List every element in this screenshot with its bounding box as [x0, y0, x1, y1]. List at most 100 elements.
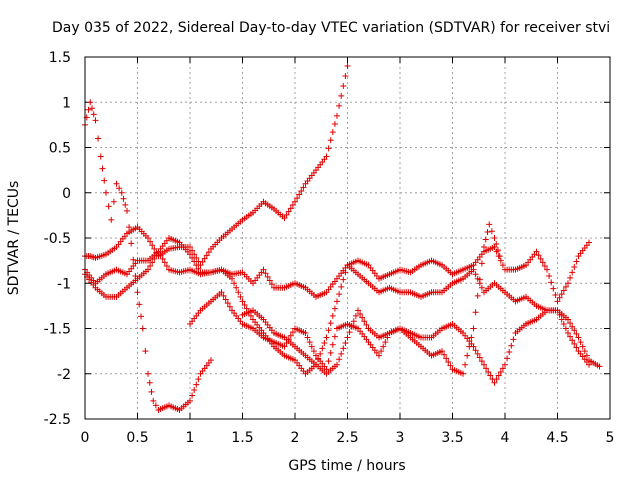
data-point: [355, 307, 361, 314]
data-point-interp: [142, 348, 149, 355]
data-point: [449, 366, 456, 373]
data-point-interp: [136, 301, 143, 308]
data-point: [155, 406, 162, 413]
data-point: [208, 245, 214, 252]
data-point: [176, 406, 183, 413]
data-point-interp: [567, 333, 574, 340]
data-point: [313, 352, 319, 359]
data-point-interp: [325, 145, 332, 152]
data-point: [470, 266, 477, 273]
axis-ticks: [84, 56, 611, 420]
data-point-interp: [149, 242, 156, 249]
data-point: [281, 334, 288, 341]
data-point: [334, 275, 340, 282]
data-point: [586, 357, 592, 364]
data-point-interp: [325, 358, 332, 365]
data-point-interp: [508, 342, 515, 349]
data-point: [239, 269, 246, 276]
data-point-interp: [289, 202, 296, 209]
data-point-interp: [478, 260, 485, 267]
data-point: [166, 402, 172, 409]
data-point: [439, 262, 445, 269]
data-point: [197, 307, 204, 314]
data-point: [344, 334, 351, 341]
data-point-interp: [535, 252, 542, 259]
data-point: [376, 275, 382, 282]
data-point-interp: [264, 273, 271, 280]
data-point: [355, 325, 361, 332]
data-point-interp: [497, 257, 504, 264]
data-point: [302, 180, 309, 187]
data-point-interp: [474, 350, 481, 357]
y-tick-label: 0.5: [49, 141, 71, 157]
data-point-interp: [487, 372, 494, 379]
data-point: [239, 311, 246, 318]
data-point: [376, 352, 382, 359]
data-point-interp: [203, 252, 210, 259]
data-point: [407, 289, 414, 296]
data-point-interp: [504, 355, 511, 362]
data-point-interp: [567, 274, 574, 281]
x-tick-label: 2: [291, 430, 300, 446]
data-point-interp: [340, 276, 347, 283]
y-tick-label: -0.5: [44, 231, 71, 247]
data-point-interp: [325, 327, 332, 334]
data-point-interp: [189, 254, 196, 261]
data-point-interp: [573, 330, 580, 337]
data-point: [292, 325, 298, 332]
data-point-interp: [327, 349, 334, 356]
data-point-interp: [201, 255, 208, 262]
data-point: [229, 307, 235, 314]
data-marks: [82, 63, 603, 413]
data-point: [365, 262, 372, 269]
data-point-interp: [569, 337, 576, 344]
data-point-interp: [380, 343, 387, 350]
data-point-interp: [359, 314, 366, 321]
data-point-interp: [191, 258, 198, 265]
data-point: [250, 280, 256, 287]
data-point-interp: [445, 358, 452, 365]
data-point-interp: [101, 177, 108, 184]
data-point: [523, 293, 529, 300]
data-point-interp: [488, 228, 495, 235]
data-point-interp: [152, 402, 159, 409]
data-point-interp: [483, 365, 490, 372]
data-point-interp: [579, 343, 586, 350]
data-point: [502, 289, 508, 296]
data-point-interp: [329, 129, 336, 136]
data-point-interp: [130, 256, 137, 263]
data-point-interp: [569, 269, 576, 276]
data-point: [323, 370, 330, 377]
data-point: [323, 334, 330, 341]
data-point-interp: [550, 285, 557, 292]
data-point: [229, 225, 235, 232]
data-point-interp: [378, 348, 385, 355]
data-point-interp: [352, 312, 359, 319]
data-point: [260, 198, 267, 205]
data-point: [166, 245, 172, 252]
data-point: [208, 269, 214, 276]
data-point-interp: [484, 228, 491, 235]
data-point: [134, 224, 141, 231]
data-point-interp: [552, 292, 559, 299]
data-point-interp: [151, 245, 158, 252]
data-point: [386, 330, 393, 337]
data-point: [575, 348, 582, 355]
series-arc-d: [84, 235, 590, 375]
data-point-interp: [89, 105, 95, 112]
data-point: [134, 257, 141, 264]
data-point: [145, 370, 151, 377]
data-point-interp: [85, 106, 92, 113]
data-point-interp: [331, 333, 338, 340]
data-point: [218, 289, 225, 296]
data-point-interp: [569, 323, 576, 330]
data-point-interp: [567, 320, 574, 327]
data-point-interp: [199, 258, 206, 265]
data-point-interp: [327, 320, 334, 327]
data-point-interp: [350, 318, 357, 325]
data-point-interp: [226, 303, 233, 310]
data-point: [281, 284, 288, 291]
data-point-interp: [331, 305, 338, 312]
data-point: [260, 266, 267, 273]
data-point-interp: [497, 368, 504, 375]
